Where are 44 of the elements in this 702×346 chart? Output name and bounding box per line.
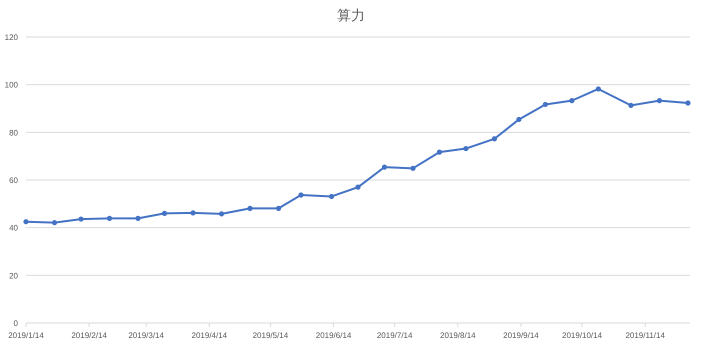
point xyxy=(135,216,141,221)
x-tick-label: 2019/9/14 xyxy=(503,331,540,340)
x-tick-label: 2019/10/14 xyxy=(562,331,603,340)
point xyxy=(106,216,112,221)
point xyxy=(328,194,334,200)
point xyxy=(542,102,548,108)
y-tick-label: 120 xyxy=(4,33,19,42)
x-tick-label: 2019/4/14 xyxy=(192,331,228,340)
point xyxy=(247,206,253,211)
x-tick-label: 2019/2/14 xyxy=(71,331,108,340)
point xyxy=(190,210,196,216)
x-tick-label: 2019/7/14 xyxy=(376,331,414,340)
y-tick-label: 0 xyxy=(14,319,19,328)
x-tick-label: 2019/8/14 xyxy=(440,331,476,340)
point xyxy=(596,86,601,92)
point xyxy=(685,100,691,106)
point xyxy=(516,116,522,122)
point xyxy=(436,150,442,155)
point xyxy=(78,216,84,222)
point xyxy=(162,210,168,216)
point xyxy=(492,136,498,142)
point xyxy=(52,220,58,226)
point xyxy=(355,184,361,190)
x-tick-label: 2019/11/14 xyxy=(625,331,666,340)
x-tick-label: 2019/5/14 xyxy=(252,331,289,340)
point xyxy=(276,206,282,211)
point xyxy=(569,98,574,104)
x-tick-label: 2019/6/14 xyxy=(316,331,352,340)
point xyxy=(463,146,469,152)
point xyxy=(218,211,224,216)
y-tick-label: 40 xyxy=(9,224,19,233)
point xyxy=(23,219,29,224)
y-tick-label: 100 xyxy=(4,80,19,90)
point xyxy=(628,102,634,108)
point xyxy=(410,166,416,171)
y-tick-label: 80 xyxy=(9,128,19,138)
title: 算力 xyxy=(337,7,365,23)
y-tick-label: 60 xyxy=(9,176,19,185)
x-tick-label: 2019/3/14 xyxy=(128,331,165,340)
x-tick-label: 2019/1/14 xyxy=(8,331,44,340)
point xyxy=(382,164,388,170)
point xyxy=(298,192,304,198)
y-tick-label: 20 xyxy=(9,271,19,280)
point xyxy=(656,98,662,104)
